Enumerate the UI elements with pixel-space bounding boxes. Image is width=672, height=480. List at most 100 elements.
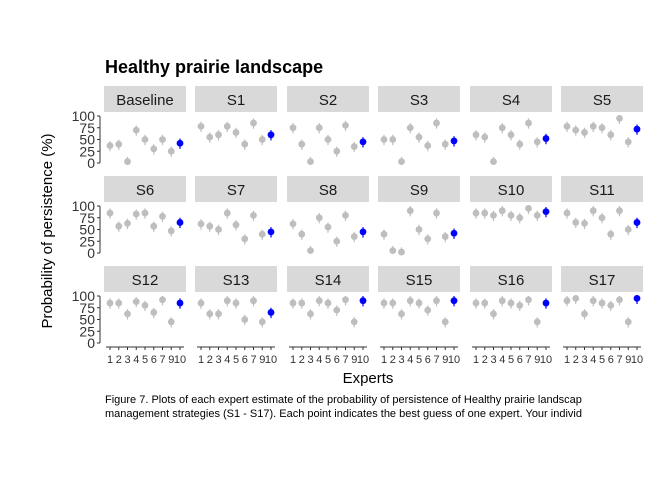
expert-point bbox=[490, 310, 497, 318]
expert-point bbox=[598, 299, 606, 307]
expert-point bbox=[206, 310, 214, 318]
y-tick-label: 50 bbox=[79, 312, 95, 328]
expert-point bbox=[498, 297, 506, 305]
expert-point bbox=[315, 124, 323, 132]
expert-point bbox=[132, 210, 140, 218]
expert-point bbox=[433, 209, 440, 217]
expert-point bbox=[324, 223, 332, 231]
your-estimate-point bbox=[176, 139, 184, 147]
expert-point bbox=[507, 299, 515, 307]
y-tick-label: 75 bbox=[79, 210, 95, 226]
facet-label: S3 bbox=[410, 92, 428, 109]
facet-strip bbox=[470, 86, 552, 112]
expert-point bbox=[507, 131, 515, 139]
expert-point bbox=[232, 221, 240, 229]
expert-point bbox=[350, 318, 358, 326]
facet-label: Baseline bbox=[116, 92, 174, 109]
your-estimate-point bbox=[267, 228, 275, 236]
x-tick-label: 3 bbox=[307, 354, 313, 366]
expert-point bbox=[415, 133, 423, 141]
x-tick-label: 3 bbox=[124, 354, 130, 366]
expert-point bbox=[106, 299, 114, 307]
expert-point bbox=[115, 222, 123, 230]
x-tick-label: 2 bbox=[207, 354, 213, 366]
expert-point bbox=[197, 299, 205, 307]
expert-point bbox=[141, 302, 149, 309]
x-tick-label: 6 bbox=[608, 354, 614, 366]
your-estimate-point bbox=[359, 297, 367, 305]
x-tick-label: 3 bbox=[581, 354, 587, 366]
expert-point bbox=[141, 136, 149, 143]
expert-point bbox=[141, 209, 149, 217]
expert-point bbox=[589, 207, 597, 215]
expert-point bbox=[624, 138, 632, 146]
expert-point bbox=[115, 299, 123, 307]
expert-point bbox=[150, 309, 158, 316]
expert-point bbox=[206, 222, 214, 230]
expert-point bbox=[232, 299, 240, 307]
expert-point bbox=[441, 318, 449, 326]
your-estimate-point bbox=[450, 229, 458, 237]
expert-point bbox=[289, 220, 297, 228]
expert-point bbox=[333, 306, 341, 314]
x-tick-label: 4 bbox=[590, 354, 596, 366]
your-estimate-point bbox=[633, 219, 641, 226]
expert-point bbox=[624, 226, 632, 233]
expert-point bbox=[516, 214, 524, 222]
your-estimate-point bbox=[542, 135, 550, 142]
your-estimate-point bbox=[267, 131, 275, 139]
x-tick-label: 10 bbox=[631, 354, 643, 366]
y-tick-label: 75 bbox=[79, 300, 95, 316]
y-tick-label: 100 bbox=[72, 288, 96, 304]
your-estimate-point bbox=[450, 137, 458, 145]
facet-label: S5 bbox=[593, 92, 611, 109]
facet-strip bbox=[104, 266, 186, 292]
expert-point bbox=[342, 122, 349, 129]
expert-point bbox=[607, 302, 615, 309]
x-tick-label: 4 bbox=[224, 354, 230, 366]
expert-point bbox=[598, 214, 606, 222]
facet-label: S7 bbox=[227, 182, 245, 199]
x-tick-label: 9 bbox=[625, 354, 631, 366]
y-axis-label: Probability of persistence (%) bbox=[39, 133, 56, 328]
y-tick-label: 50 bbox=[79, 132, 95, 148]
x-tick-label: 7 bbox=[159, 354, 165, 366]
y-tick-label: 0 bbox=[87, 245, 95, 261]
expert-point bbox=[223, 209, 231, 217]
expert-point bbox=[315, 214, 323, 222]
expert-point bbox=[525, 204, 532, 212]
expert-point bbox=[490, 158, 497, 165]
x-tick-label: 9 bbox=[351, 354, 357, 366]
expert-point bbox=[307, 310, 314, 318]
expert-point bbox=[132, 126, 140, 134]
expert-point bbox=[197, 122, 205, 130]
expert-point bbox=[150, 145, 158, 153]
expert-point bbox=[533, 318, 541, 326]
expert-point bbox=[124, 158, 131, 165]
your-estimate-point bbox=[542, 208, 550, 216]
expert-point bbox=[525, 296, 532, 304]
x-tick-label: 1 bbox=[290, 354, 296, 366]
x-tick-label: 1 bbox=[473, 354, 479, 366]
expert-point bbox=[333, 147, 341, 155]
expert-point bbox=[441, 233, 449, 240]
expert-point bbox=[389, 299, 397, 307]
facet-strip bbox=[195, 176, 277, 202]
facet-strip bbox=[561, 86, 643, 112]
your-estimate-point bbox=[633, 125, 641, 133]
expert-point bbox=[389, 136, 397, 143]
expert-point bbox=[298, 299, 306, 307]
x-tick-label: 2 bbox=[573, 354, 579, 366]
caption-line-2: management strategies (S1 - S17). Each p… bbox=[105, 408, 582, 420]
expert-point bbox=[258, 318, 266, 326]
x-tick-label: 3 bbox=[398, 354, 404, 366]
expert-point bbox=[406, 297, 414, 305]
expert-point bbox=[616, 296, 623, 304]
expert-point bbox=[406, 124, 414, 132]
your-estimate-point bbox=[359, 228, 367, 236]
expert-point bbox=[241, 316, 249, 323]
expert-point bbox=[380, 230, 388, 238]
x-tick-label: 7 bbox=[433, 354, 439, 366]
x-tick-label: 1 bbox=[381, 354, 387, 366]
